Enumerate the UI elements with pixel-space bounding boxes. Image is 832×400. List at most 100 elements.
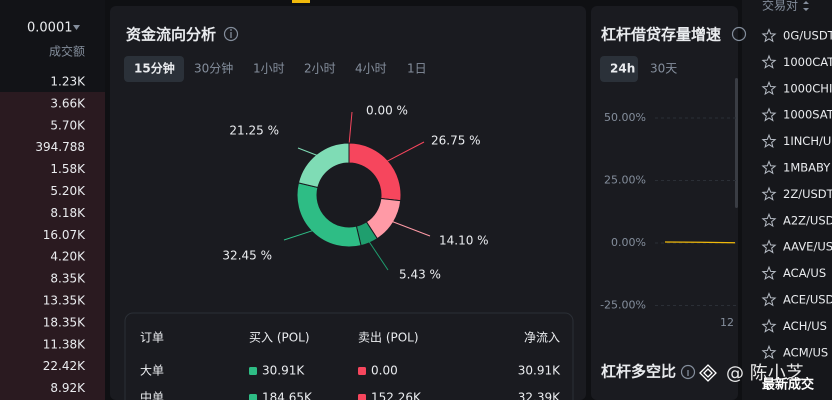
favorite-star[interactable] xyxy=(761,292,777,307)
scrollbar xyxy=(735,78,738,208)
info-icon[interactable] xyxy=(680,364,696,380)
tab-active-bg xyxy=(124,56,184,82)
pair-name[interactable]: 1000CHI xyxy=(783,81,832,95)
tab[interactable]: 30天 xyxy=(650,62,677,76)
flow-table-frame xyxy=(124,312,574,400)
table-cell: 大单 xyxy=(140,364,164,378)
depth-background xyxy=(0,92,105,400)
leader-line xyxy=(297,147,319,157)
tab[interactable]: 4小时 xyxy=(355,62,387,76)
segment-label: 5.43 % xyxy=(399,268,441,282)
info-icon[interactable] xyxy=(223,26,239,42)
segment-label: 26.75 % xyxy=(431,134,481,148)
trade-amount: 18.35K xyxy=(43,315,86,329)
legend-square xyxy=(358,367,366,375)
pair-name[interactable]: 1MBABY xyxy=(783,161,831,175)
favorite-star[interactable] xyxy=(761,239,777,254)
table-header: 卖出 (POL) xyxy=(358,331,419,345)
trade-amount: 11.38K xyxy=(43,337,86,351)
pair-name[interactable]: 1INCH/U xyxy=(783,134,831,148)
trade-amount: 4.20K xyxy=(50,250,86,264)
table-cell: 32.39K xyxy=(518,391,561,400)
table-header: 净流入 xyxy=(524,331,560,345)
trade-amount: 16.07K xyxy=(43,228,86,242)
table-header: 订单 xyxy=(140,331,164,345)
table-cell: 30.91K xyxy=(262,364,305,378)
favorite-star[interactable] xyxy=(761,54,777,69)
legend-square xyxy=(358,394,366,400)
favorite-star[interactable] xyxy=(761,133,777,148)
trade-amount: 1.58K xyxy=(50,162,86,176)
leader-line xyxy=(386,141,425,163)
trade-amount: 1.23K xyxy=(50,75,86,89)
favorite-star[interactable] xyxy=(761,212,777,228)
y-tick-label: 0.00% xyxy=(611,236,646,249)
trade-amount: 8.18K xyxy=(50,206,86,220)
pair-name[interactable]: 1000SAT xyxy=(783,108,832,122)
leverage-line xyxy=(664,241,736,244)
favorite-star[interactable] xyxy=(761,265,777,280)
precision[interactable]: 0.0001 xyxy=(27,21,73,36)
trade-amount: 3.66K xyxy=(50,96,86,110)
favorite-star[interactable] xyxy=(761,28,777,43)
trade-amount: 13.35K xyxy=(43,294,86,308)
trade-amount: 394.788 xyxy=(35,140,85,154)
table-cell: 中单 xyxy=(140,390,164,400)
segment-label: 32.45 % xyxy=(222,249,272,263)
fund-flow-panel xyxy=(110,6,586,400)
pair-name[interactable]: 1000CAT xyxy=(783,55,832,69)
panel-title: 资金流向分析 xyxy=(126,26,216,44)
pair-name[interactable]: ACM/US xyxy=(783,345,828,359)
legend-square xyxy=(249,394,257,400)
watermark: @ 陈小芝 xyxy=(726,363,804,384)
favorite-star[interactable] xyxy=(761,107,777,122)
trade-amount: 5.20K xyxy=(50,184,86,198)
pairs-header[interactable]: 交易对 xyxy=(762,0,798,13)
segment-label: 14.10 % xyxy=(439,234,489,248)
favorite-star[interactable] xyxy=(761,318,777,333)
segment-label: 21.25 % xyxy=(229,124,279,138)
legend-square xyxy=(249,367,257,375)
tab[interactable]: 15分钟 xyxy=(134,61,175,76)
favorite-star[interactable] xyxy=(761,344,777,360)
table-cell: 152.26K xyxy=(371,391,422,400)
column-header: 成交额 xyxy=(49,44,85,59)
favorite-star[interactable] xyxy=(761,186,777,201)
y-tick-label: -25.00% xyxy=(600,299,646,312)
tab[interactable]: 24h xyxy=(610,62,635,76)
pair-name[interactable]: 2Z/USDT xyxy=(783,187,832,201)
table-header: 买入 (POL) xyxy=(249,331,310,345)
footer-tab[interactable]: 最新成交 xyxy=(762,377,814,393)
tab[interactable]: 30分钟 xyxy=(194,61,233,76)
x-tick-label: 12 xyxy=(720,316,734,329)
donut-segment xyxy=(297,142,350,189)
leader-line xyxy=(391,220,431,237)
y-tick-label: 25.00% xyxy=(604,174,646,187)
segment-label: 0.00 % xyxy=(366,104,408,118)
favorite-star[interactable] xyxy=(761,160,777,175)
dropdown-icon xyxy=(73,25,80,30)
leader-line xyxy=(283,229,314,241)
table-cell: 184.65K xyxy=(262,391,313,400)
pair-name[interactable]: 0G/USDT xyxy=(783,29,832,43)
tab[interactable]: 1日 xyxy=(407,62,427,76)
leader-line xyxy=(368,240,389,271)
trade-amount: 22.42K xyxy=(43,359,86,373)
pair-name[interactable]: AAVE/US xyxy=(783,240,832,254)
pair-name[interactable]: ACH/US xyxy=(783,319,827,333)
panel-title: 杠杆借贷存量增速 xyxy=(601,26,721,44)
tab[interactable]: 1小时 xyxy=(253,62,285,76)
pairs-panel xyxy=(742,0,832,400)
pair-name[interactable]: A2Z/USD xyxy=(783,213,832,227)
pair-name[interactable]: ACA/US xyxy=(783,266,826,280)
trade-amount: 8.35K xyxy=(50,272,86,286)
tab[interactable]: 2小时 xyxy=(304,62,336,76)
trade-amount: 5.70K xyxy=(50,118,86,132)
pair-name[interactable]: ACE/USD xyxy=(783,293,832,307)
watermark-logo xyxy=(699,364,717,382)
info-icon[interactable] xyxy=(731,26,747,42)
favorite-star[interactable] xyxy=(761,80,777,96)
table-cell: 30.91K xyxy=(518,364,561,378)
